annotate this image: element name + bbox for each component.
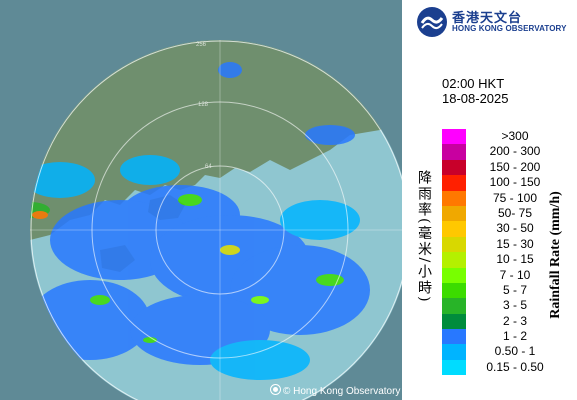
legend-label: 0.50 - 1 <box>494 344 536 359</box>
ring-label: 64 <box>205 164 212 170</box>
legend-row: 5 - 7 <box>442 282 542 299</box>
legend-row: 75 - 100 <box>442 190 542 206</box>
legend-row: 100 - 150 <box>442 175 542 191</box>
legend-title-wrap: Rainfall Rate (mm/h) <box>545 170 567 340</box>
legend-label: 7 - 10 <box>499 267 531 282</box>
copyright-notice: © Hong Kong Observatory <box>270 384 400 397</box>
legend-row: 2 - 3 <box>442 313 542 330</box>
legend-label: 200 - 300 <box>489 144 541 159</box>
legend-label: 2 - 3 <box>502 313 527 328</box>
legend-swatch <box>442 313 466 330</box>
legend-swatch <box>442 282 466 299</box>
legend-row: 150 - 200 <box>442 159 542 176</box>
radar-map: 256 128 64 © Hong Kong Observatory <box>0 0 402 400</box>
legend-swatch <box>442 329 466 345</box>
legend-row: 200 - 300 <box>442 144 542 160</box>
hko-logo-icon <box>417 7 447 37</box>
range-ring <box>30 40 402 400</box>
legend-row: 50- 75 <box>442 205 542 222</box>
legend-label: 1 - 2 <box>502 329 527 344</box>
legend-row: 30 - 50 <box>442 221 542 237</box>
legend-swatch <box>442 359 466 376</box>
legend-row: 0.15 - 0.50 <box>442 359 544 376</box>
legend-swatch <box>442 190 466 206</box>
legend-row: 0.50 - 1 <box>442 344 542 360</box>
logo-name-zh: 香港天文台 <box>452 11 523 26</box>
rainfall-legend: >300 200 - 300 150 - 200 100 - 150 75 - 100 5… <box>442 129 544 376</box>
legend-title-zh: 降雨率(毫米/小時) <box>416 170 432 304</box>
logo-name-en: HONG KONG OBSERVATORY <box>452 24 567 33</box>
copyright-text: © Hong Kong Observatory <box>283 386 401 397</box>
legend-label: 75 - 100 <box>492 190 538 205</box>
mainland-land <box>30 40 402 240</box>
ring-label: 128 <box>198 102 209 108</box>
info-panel: 香港天文台 HONG KONG OBSERVATORY 02:00 HKT 18… <box>402 0 577 400</box>
legend-row: 15 - 30 <box>442 236 542 253</box>
legend-row: 3 - 5 <box>442 298 542 314</box>
legend-label: 15 - 30 <box>496 236 534 251</box>
legend-swatch <box>442 344 466 360</box>
legend-label: 0.15 - 0.50 <box>486 359 544 374</box>
legend-row: >300 <box>442 129 542 145</box>
legend-label: 100 - 150 <box>489 175 541 190</box>
legend-row: 1 - 2 <box>442 329 542 345</box>
legend-label: 3 - 5 <box>502 298 527 313</box>
range-ring <box>91 101 349 359</box>
legend-swatch <box>442 144 466 160</box>
legend-swatch <box>442 221 466 237</box>
legend-label: >300 <box>501 129 529 143</box>
legend-swatch <box>442 175 466 191</box>
legend-label: 10 - 15 <box>496 252 534 267</box>
legend-swatch <box>442 205 466 222</box>
radar-coverage: 256 128 64 <box>30 40 402 400</box>
radar-map-canvas: 256 128 64 <box>30 40 402 400</box>
legend-row: 10 - 15 <box>442 252 542 268</box>
legend-swatch <box>442 298 466 314</box>
ring-label: 256 <box>196 42 207 48</box>
legend-label: 50- 75 <box>497 205 533 220</box>
observation-date: 18-08-2025 <box>442 91 509 106</box>
legend-swatch <box>442 267 466 283</box>
observation-time: 02:00 HKT <box>442 76 505 91</box>
legend-swatch <box>442 252 466 268</box>
observatory-icon <box>270 384 281 395</box>
legend-label: 150 - 200 <box>489 159 541 174</box>
legend-swatch <box>442 159 466 176</box>
rain-echoes <box>30 62 370 380</box>
range-ring <box>155 165 285 295</box>
legend-row: 7 - 10 <box>442 267 542 283</box>
legend-label: 5 - 7 <box>502 282 527 297</box>
legend-swatch <box>442 129 466 145</box>
legend-label: 30 - 50 <box>496 221 534 236</box>
legend-swatch <box>442 236 466 253</box>
legend-title-en: Rainfall Rate (mm/h) <box>548 191 563 319</box>
